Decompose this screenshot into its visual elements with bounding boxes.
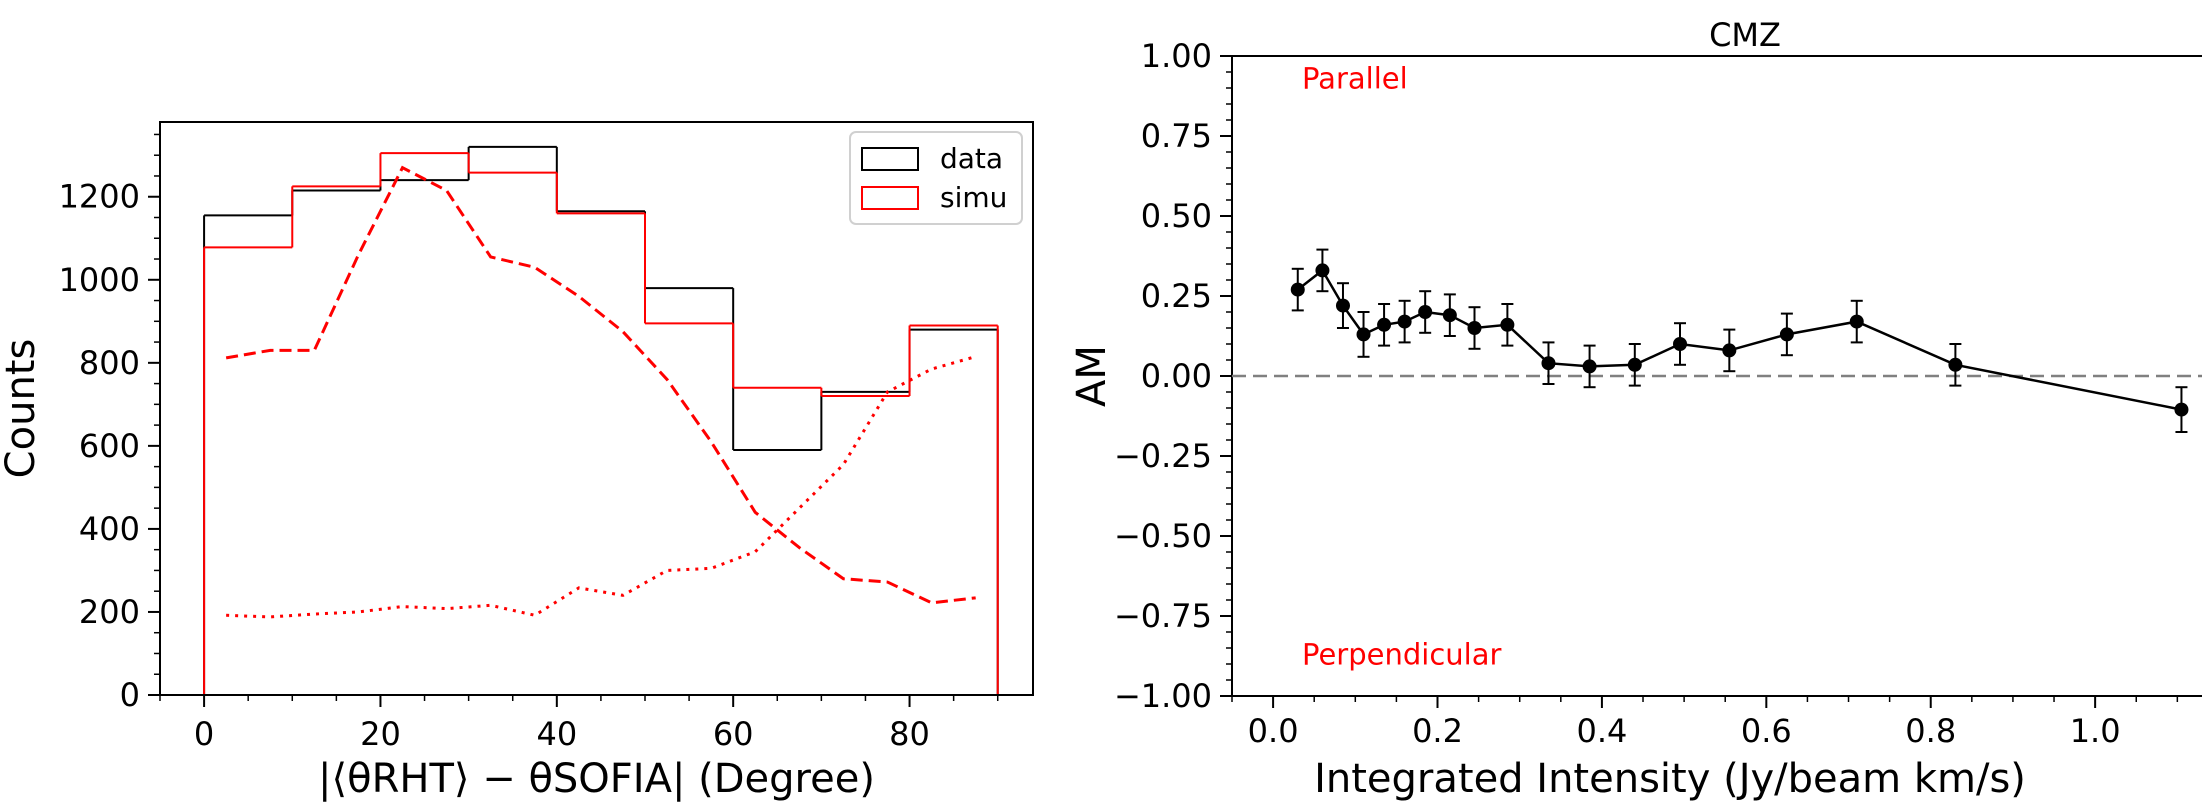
data-point bbox=[1582, 359, 1597, 374]
x-tick-label: 20 bbox=[360, 715, 401, 753]
y-tick-label: 0.50 bbox=[1141, 197, 1212, 235]
plot-frame bbox=[159, 121, 1034, 696]
legend: data simu bbox=[849, 131, 1023, 225]
x-tick-label: 80 bbox=[889, 715, 930, 753]
data-point bbox=[1627, 357, 1642, 372]
y-tick-label: 1.00 bbox=[1141, 37, 1212, 75]
y-tick-label: 600 bbox=[79, 427, 140, 465]
data-point bbox=[1779, 327, 1794, 342]
y-tick-label: 1000 bbox=[59, 261, 140, 299]
legend-data-swatch bbox=[861, 147, 919, 171]
data-point bbox=[1722, 343, 1737, 358]
data-point bbox=[1377, 317, 1392, 332]
y-axis-title: Counts bbox=[0, 339, 44, 479]
series-data-steps bbox=[203, 145, 999, 695]
y-tick-label: −1.00 bbox=[1114, 677, 1212, 715]
legend-data-label: data bbox=[940, 142, 1003, 175]
x-tick-label: 1.0 bbox=[2070, 712, 2121, 750]
annotation-parallel: Parallel bbox=[1302, 61, 1408, 95]
data-point bbox=[1467, 321, 1482, 335]
x-tick-label: 0.8 bbox=[1905, 712, 1956, 750]
data-point bbox=[1500, 317, 1515, 332]
data-point bbox=[2174, 402, 2189, 417]
data-point bbox=[1356, 327, 1371, 342]
x-axis-title: |⟨θRHT⟩ − θSOFIA| (Degree) bbox=[318, 756, 875, 802]
data-point bbox=[1315, 263, 1330, 278]
x-tick-label: 0.4 bbox=[1576, 712, 1627, 750]
data-point bbox=[1948, 357, 1963, 372]
y-tick-label: 0.25 bbox=[1141, 277, 1212, 315]
x-tick-label: 0.6 bbox=[1741, 712, 1792, 750]
x-tick-label: 60 bbox=[713, 715, 754, 753]
y-tick-label: 0 bbox=[120, 676, 140, 714]
x-tick-label: 0.0 bbox=[1248, 712, 1299, 750]
x-axis-title: Integrated Intensity (Jy/beam km/s) bbox=[1314, 756, 2026, 802]
data-point bbox=[1673, 337, 1688, 351]
x-tick-label: 0.2 bbox=[1412, 712, 1463, 750]
legend-simu-swatch bbox=[861, 186, 919, 210]
data-point bbox=[1541, 356, 1556, 371]
data-point bbox=[1397, 314, 1412, 329]
series-simu-steps bbox=[203, 152, 999, 695]
data-point bbox=[1849, 314, 1864, 329]
x-tick-label: 0 bbox=[194, 715, 214, 753]
y-tick-label: 400 bbox=[79, 510, 140, 548]
y-tick-label: −0.50 bbox=[1114, 517, 1212, 555]
legend-box bbox=[849, 131, 1023, 225]
y-tick-label: 1200 bbox=[59, 178, 140, 216]
y-axis-title: AM bbox=[1069, 345, 1115, 407]
y-tick-label: 200 bbox=[79, 593, 140, 631]
data-point bbox=[1442, 308, 1457, 323]
x-tick-label: 40 bbox=[536, 715, 577, 753]
legend-simu-label: simu bbox=[940, 181, 1007, 214]
y-tick-label: −0.25 bbox=[1114, 437, 1212, 475]
y-tick-label: 0.75 bbox=[1141, 117, 1212, 155]
data-point bbox=[1290, 282, 1305, 297]
y-tick-label: −0.75 bbox=[1114, 597, 1212, 635]
y-tick-label: 800 bbox=[79, 344, 140, 382]
data-point bbox=[1418, 305, 1433, 319]
chart-title: CMZ bbox=[1709, 16, 1781, 54]
y-tick-label: 0.00 bbox=[1141, 357, 1212, 395]
annotation-perpendicular: Perpendicular bbox=[1302, 637, 1501, 671]
am-chart: 0.0 0.2 0.4 0.6 0.8 1.0 −1.00 −0.75 −0.50 −0.25 0.… bbox=[1069, 16, 2202, 802]
histogram-chart: 0 20 40 60 80020040060080010001200datasimu|⟨… bbox=[0, 121, 1034, 802]
data-point bbox=[1335, 298, 1350, 313]
series-dashed-curve bbox=[225, 165, 976, 605]
